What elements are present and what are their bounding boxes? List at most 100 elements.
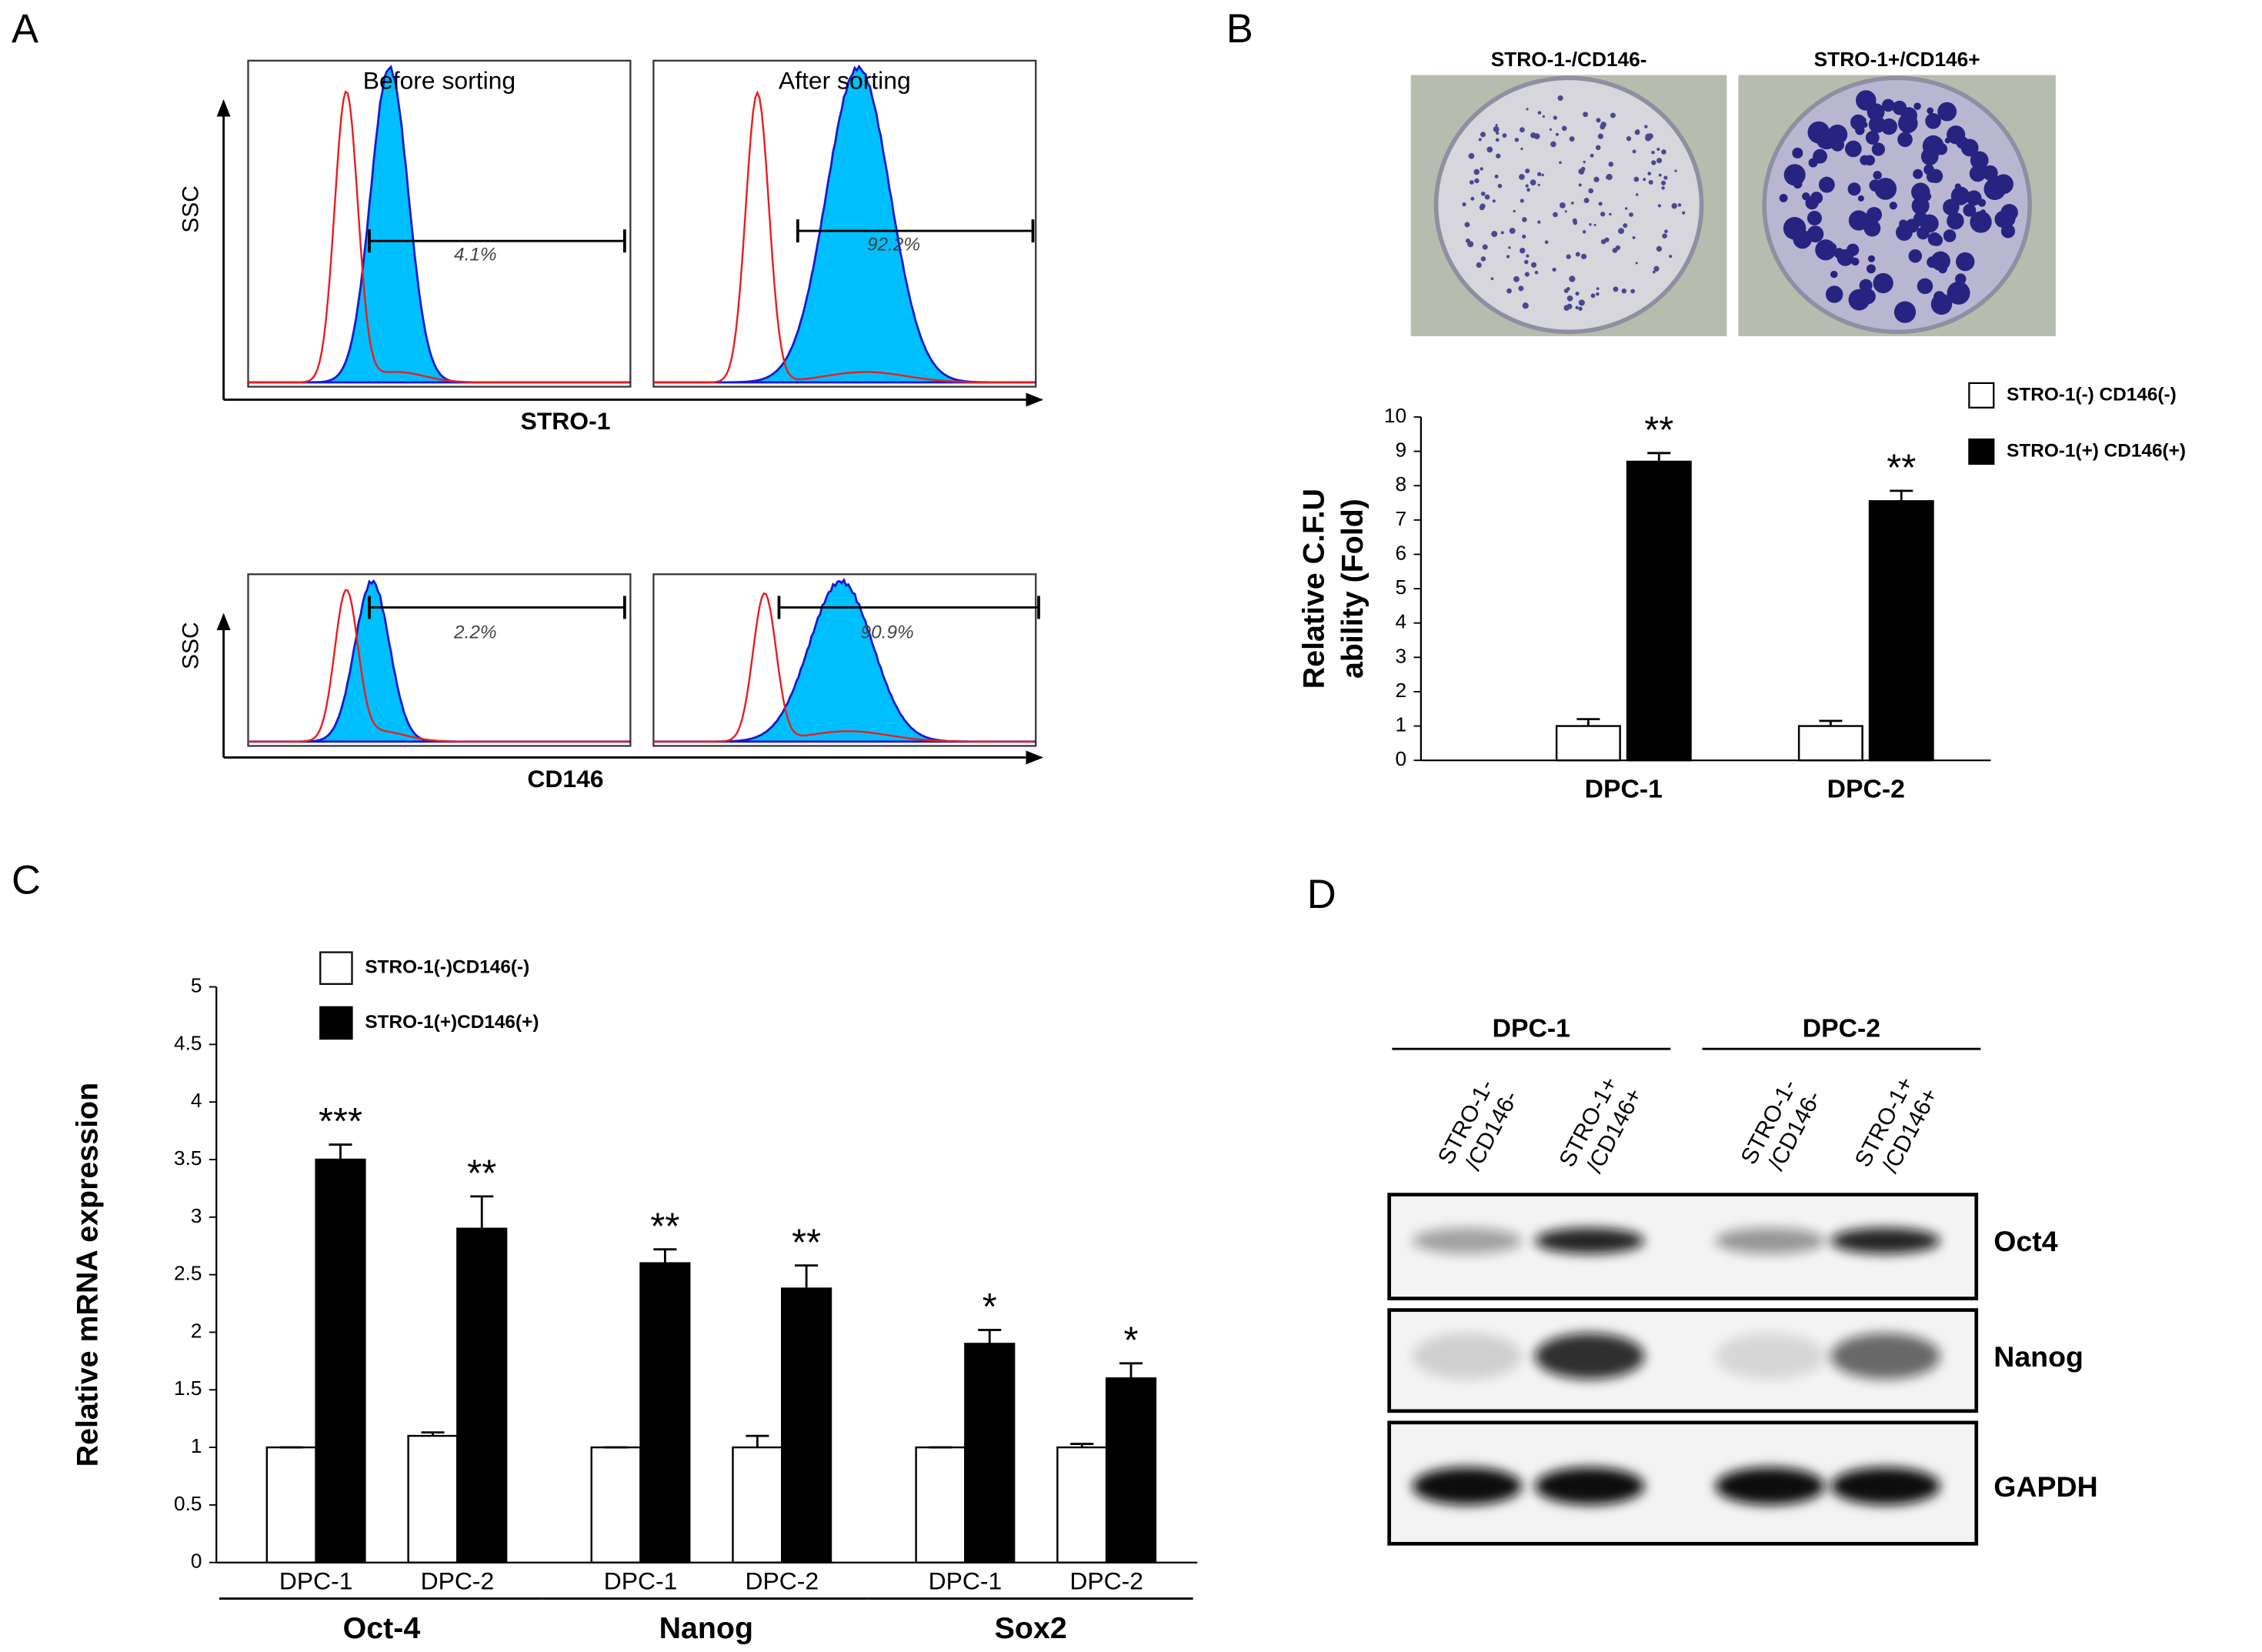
colony <box>1881 98 1895 112</box>
x-tick-label: DPC-1 <box>279 1567 353 1594</box>
colony <box>1496 153 1501 159</box>
group-label: Oct-4 <box>343 1611 421 1645</box>
colony <box>1479 205 1485 211</box>
colony <box>1525 184 1529 188</box>
colony <box>1669 255 1673 259</box>
colony <box>1913 102 1921 110</box>
colony <box>1869 179 1882 192</box>
colony <box>1513 209 1516 213</box>
colony <box>1609 212 1612 216</box>
y-tick-label: 7 <box>1396 507 1407 530</box>
colony <box>1520 199 1524 203</box>
colony <box>1480 167 1483 171</box>
colony <box>1943 229 1957 242</box>
colony <box>1550 141 1556 148</box>
colony <box>1632 236 1636 239</box>
colony <box>1897 132 1913 148</box>
group-label: Sox2 <box>995 1611 1067 1645</box>
colony <box>1820 137 1830 146</box>
colony <box>1502 133 1507 138</box>
colony <box>1658 173 1662 177</box>
colony <box>1815 239 1837 261</box>
colony <box>1464 222 1470 228</box>
colony <box>1802 192 1810 201</box>
colony <box>1844 249 1851 256</box>
colony <box>1857 195 1864 202</box>
colony <box>1486 146 1493 153</box>
colony <box>1575 291 1580 296</box>
colony <box>1911 196 1930 215</box>
colony <box>1578 183 1582 187</box>
colony <box>1561 125 1567 132</box>
plate-title: STRO-1+/CD146+ <box>1814 48 1980 71</box>
error-bar <box>1070 1443 1094 1448</box>
colony <box>1624 207 1628 210</box>
band <box>1715 1333 1825 1380</box>
band <box>1715 1227 1825 1254</box>
colony <box>1534 270 1539 275</box>
histogram-control <box>653 90 1035 384</box>
colony <box>1848 210 1870 231</box>
colony <box>1553 212 1558 218</box>
colony <box>1626 136 1632 142</box>
bar <box>1797 725 1863 762</box>
bar <box>781 1287 832 1564</box>
colony <box>1779 193 1788 202</box>
colony <box>1544 240 1549 244</box>
colony <box>1982 165 1998 181</box>
colony <box>1549 128 1552 131</box>
colony <box>1526 254 1530 258</box>
colony <box>1980 209 1987 215</box>
colony <box>1917 278 1933 295</box>
y-tick-label: 2 <box>1396 679 1407 702</box>
colony <box>1578 168 1585 175</box>
colony <box>1938 264 1947 274</box>
significance: ** <box>1887 448 1916 489</box>
legend-swatch <box>1968 382 1995 409</box>
colony <box>1825 285 1843 303</box>
bar <box>1056 1446 1108 1564</box>
y-tick-label: 10 <box>1384 404 1406 427</box>
colony <box>1644 125 1648 128</box>
blot-group: DPC-2 <box>1803 1014 1880 1043</box>
x-tick-label: DPC-1 <box>929 1567 1003 1594</box>
colony <box>1657 204 1661 208</box>
colony <box>1462 202 1466 207</box>
histogram-frame <box>247 59 632 388</box>
colony <box>1643 178 1646 182</box>
colony <box>1893 301 1917 323</box>
colony <box>1484 194 1490 200</box>
colony <box>1495 138 1500 142</box>
panel-label: C <box>12 857 41 903</box>
colony <box>1583 198 1590 204</box>
colony <box>1608 162 1614 167</box>
colony <box>1860 289 1876 305</box>
colony <box>1925 219 1932 225</box>
y-tick-label: 0 <box>191 1550 202 1573</box>
x-tick-label: DPC-2 <box>745 1567 819 1594</box>
colony <box>1792 147 1803 159</box>
colony <box>1480 132 1486 138</box>
significance: ** <box>1644 409 1673 451</box>
colony <box>1468 152 1475 159</box>
colony <box>1536 172 1542 177</box>
colony <box>1575 252 1580 257</box>
colony <box>1514 137 1520 142</box>
colony <box>1661 149 1666 155</box>
colony <box>1833 248 1845 259</box>
significance: * <box>983 1287 997 1328</box>
colony <box>1807 225 1824 243</box>
colony <box>1600 212 1606 217</box>
legend-label: STRO-1(+)CD146(+) <box>365 1012 539 1033</box>
colony <box>1629 212 1633 217</box>
colony <box>1588 188 1593 194</box>
error-bar <box>978 1329 1002 1344</box>
colony <box>1469 180 1474 185</box>
colony <box>1542 115 1545 118</box>
plate-title: STRO-1-/CD146- <box>1491 48 1647 71</box>
error-bar <box>1576 718 1600 726</box>
colony <box>1896 224 1913 241</box>
protein-label: GAPDH <box>1993 1470 2097 1503</box>
colony <box>1595 145 1601 151</box>
x-tick-label: DPC-2 <box>421 1567 495 1594</box>
